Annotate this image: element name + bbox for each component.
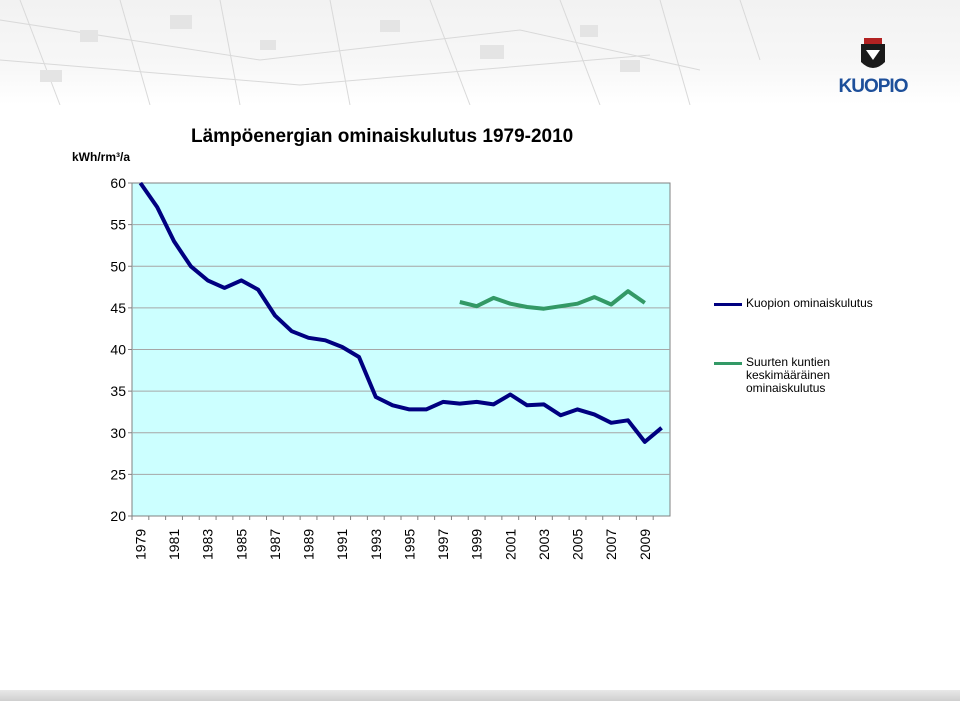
x-tick-label: 2007 <box>603 529 619 560</box>
y-tick-label: 30 <box>110 425 126 441</box>
x-tick-label: 1989 <box>301 529 317 560</box>
x-tick-label: 1985 <box>233 529 249 560</box>
x-tick-label: 2003 <box>536 529 552 560</box>
footer-bar <box>0 690 960 701</box>
x-tick-label: 1983 <box>200 529 216 560</box>
legend-label: Kuopion ominaiskulutus <box>746 296 873 310</box>
coat-of-arms-icon <box>861 38 885 68</box>
y-tick-label: 50 <box>110 258 126 274</box>
series-line-average <box>459 289 646 311</box>
y-tick-label: 60 <box>110 175 126 191</box>
y-tick-label: 55 <box>110 217 126 233</box>
x-tick-label: 2001 <box>502 529 518 560</box>
header-banner: KUOPIO <box>0 0 960 105</box>
legend-swatch <box>714 362 742 365</box>
x-tick-label: 1979 <box>132 529 148 560</box>
x-tick-label: 1995 <box>401 529 417 560</box>
y-tick-label: 25 <box>110 466 126 482</box>
x-tick-label: 1987 <box>267 529 283 560</box>
y-tick-label: 35 <box>110 383 126 399</box>
x-tick-label: 2009 <box>637 529 653 560</box>
y-tick-label: 40 <box>110 342 126 358</box>
x-tick-label: 2005 <box>570 529 586 560</box>
x-tick-label: 1993 <box>368 529 384 560</box>
y-axis-label: kWh/rm³/a <box>72 150 131 164</box>
x-tick-label: 1999 <box>469 529 485 560</box>
x-tick-label: 1997 <box>435 529 451 560</box>
series-line-kuopio <box>138 181 663 444</box>
kuopio-logo: KUOPIO <box>836 34 910 104</box>
x-tick-label: 1981 <box>166 529 182 560</box>
chart-title: Lämpöenergian ominaiskulutus 1979-2010 <box>191 126 574 147</box>
y-tick-label: 45 <box>110 300 126 316</box>
map-background <box>0 0 761 105</box>
y-tick-label: 20 <box>110 508 126 524</box>
legend-label: Suurten kuntien keskimääräinen ominaisku… <box>746 355 831 395</box>
x-tick-label: 1991 <box>334 529 350 560</box>
legend-swatch <box>714 303 742 306</box>
logo-text: KUOPIO <box>838 76 909 97</box>
